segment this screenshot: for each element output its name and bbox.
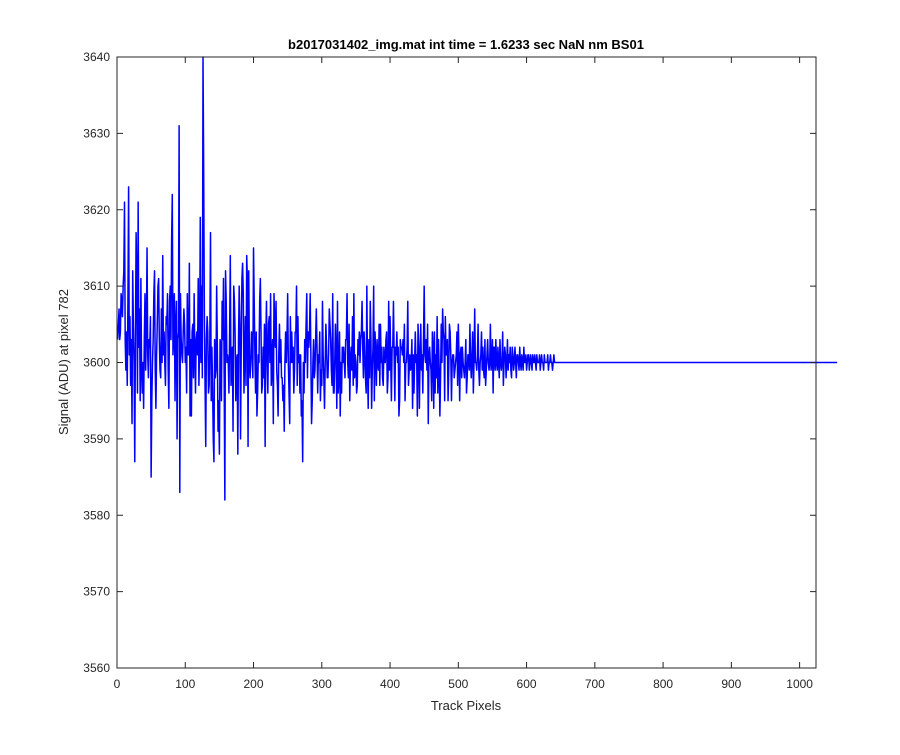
y-tick-label: 3640 — [83, 50, 110, 64]
x-axis-title: Track Pixels — [431, 698, 502, 713]
x-tick-label: 200 — [244, 677, 264, 691]
y-tick-label: 3620 — [83, 203, 110, 217]
x-tick-label: 1000 — [786, 677, 813, 691]
y-tick-label: 3560 — [83, 661, 110, 675]
y-tick-label: 3590 — [83, 432, 110, 446]
x-axis: 0 100 200 300 400 500 600 700 800 900 1000 — [114, 57, 813, 691]
x-tick-label: 700 — [585, 677, 605, 691]
x-tick-label: 600 — [517, 677, 537, 691]
series-layer — [116, 56, 838, 501]
y-tick-label: 3610 — [83, 279, 110, 293]
y-tick-label: 3630 — [83, 126, 110, 140]
x-tick-label: 500 — [448, 677, 468, 691]
chart-title: b2017031402_img.mat int time = 1.6233 se… — [288, 37, 644, 52]
y-tick-label: 3580 — [83, 508, 110, 522]
series-line-0 — [116, 56, 838, 501]
x-tick-label: 400 — [380, 677, 400, 691]
y-tick-label: 3570 — [83, 585, 110, 599]
y-axis: 3560 3570 3580 3590 3600 3610 3620 3630 3640 — [83, 50, 816, 675]
y-axis-title: Signal (ADU) at pixel 782 — [56, 289, 71, 435]
x-tick-label: 100 — [175, 677, 195, 691]
x-tick-label: 800 — [653, 677, 673, 691]
y-tick-label: 3600 — [83, 356, 110, 370]
x-tick-label: 300 — [312, 677, 332, 691]
x-tick-label: 0 — [114, 677, 121, 691]
x-tick-label: 900 — [721, 677, 741, 691]
